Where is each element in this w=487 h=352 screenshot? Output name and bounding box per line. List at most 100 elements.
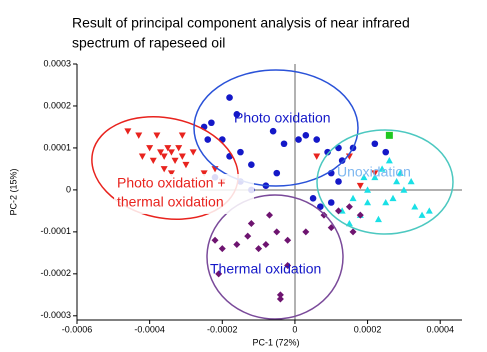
point — [382, 148, 390, 156]
label-bg — [114, 174, 254, 214]
point — [157, 149, 165, 156]
point — [149, 157, 157, 165]
point — [226, 94, 233, 101]
point — [171, 157, 179, 165]
point — [273, 169, 281, 177]
point — [215, 270, 223, 278]
point — [345, 203, 353, 211]
annotation: Photo oxidation — [234, 110, 331, 126]
group-ellipse — [316, 129, 454, 235]
y-tick-label: -0.0002 — [40, 268, 71, 278]
point — [360, 173, 368, 181]
y-tick-label: 0 — [66, 184, 71, 194]
point — [255, 245, 263, 253]
point — [335, 144, 342, 152]
point — [356, 182, 364, 190]
point — [374, 215, 382, 223]
x-tick-label: 0.0002 — [354, 324, 382, 334]
point — [425, 207, 433, 214]
group-ellipse — [206, 194, 344, 320]
point — [237, 148, 244, 156]
point — [335, 207, 343, 215]
point — [335, 178, 342, 185]
point — [135, 132, 143, 139]
point — [182, 161, 190, 169]
y-tick-label: 0.0001 — [43, 142, 71, 152]
annotation: thermal oxidation — [117, 194, 224, 210]
point — [153, 132, 161, 139]
point — [327, 199, 335, 206]
point — [124, 128, 132, 135]
x-tick-label: -0.0004 — [134, 324, 165, 334]
point — [364, 198, 372, 206]
point — [200, 170, 208, 177]
point — [284, 261, 292, 269]
point — [327, 224, 335, 232]
point — [167, 149, 175, 156]
point — [189, 149, 197, 156]
point — [247, 219, 255, 227]
point — [338, 157, 346, 164]
point — [349, 194, 357, 202]
point — [295, 136, 302, 143]
y-axis-label: PC-2 (15%) — [8, 168, 18, 215]
y-tick-label: 0.0002 — [43, 100, 71, 110]
chart-title: Result of principal component analysis o… — [72, 15, 410, 31]
point — [317, 203, 324, 210]
point — [389, 194, 397, 202]
chart-title: spectrum of rapeseed oil — [72, 35, 225, 51]
point — [248, 161, 255, 169]
point — [313, 136, 321, 143]
point — [204, 136, 212, 143]
point — [218, 136, 226, 143]
point — [160, 153, 168, 160]
point — [233, 111, 241, 118]
point — [269, 127, 277, 135]
point — [324, 148, 331, 156]
annotation: Photo oxidation + — [117, 175, 226, 191]
x-tick-label: -0.0006 — [62, 324, 93, 334]
point — [349, 228, 357, 236]
point — [313, 153, 321, 160]
point — [378, 165, 386, 172]
point — [244, 232, 252, 240]
point — [385, 131, 393, 139]
point — [356, 211, 364, 219]
point — [164, 145, 172, 152]
point — [393, 178, 401, 185]
point — [208, 119, 215, 127]
x-tick-label: 0.0004 — [426, 324, 454, 334]
point — [411, 203, 419, 210]
point — [396, 169, 404, 176]
annotation: Unoxidation — [337, 164, 411, 180]
point — [345, 153, 353, 160]
point — [302, 132, 310, 139]
point — [302, 228, 310, 236]
point — [167, 170, 175, 177]
group-ellipse — [193, 69, 359, 187]
point — [385, 157, 393, 164]
point — [309, 194, 317, 202]
point — [276, 291, 284, 299]
point — [146, 145, 154, 152]
point — [233, 240, 241, 248]
point — [371, 140, 379, 148]
point — [211, 236, 219, 244]
x-tick-label: 0 — [292, 324, 297, 334]
point — [178, 153, 186, 160]
annotation: Thermal oxidation — [210, 261, 321, 277]
point — [276, 295, 284, 303]
point — [345, 219, 353, 227]
point — [266, 211, 273, 219]
point — [400, 186, 408, 193]
point — [175, 145, 183, 152]
point — [284, 236, 292, 244]
point — [371, 173, 379, 181]
x-axis-label: PC-1 (72%) — [252, 337, 299, 347]
point — [418, 211, 426, 218]
y-tick-label: 0.0003 — [43, 58, 71, 68]
point — [178, 132, 186, 139]
point — [280, 140, 288, 148]
point — [262, 240, 270, 248]
